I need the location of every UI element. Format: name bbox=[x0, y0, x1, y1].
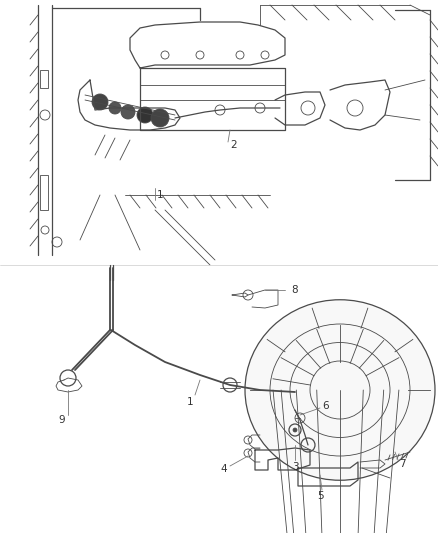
Text: 5: 5 bbox=[317, 491, 323, 501]
Bar bbox=[40, 175, 48, 210]
Circle shape bbox=[109, 102, 121, 114]
Text: 6: 6 bbox=[323, 401, 329, 411]
Circle shape bbox=[92, 94, 108, 110]
Bar bbox=[0, 265, 438, 533]
Text: 1: 1 bbox=[187, 397, 193, 407]
Text: 1: 1 bbox=[157, 190, 163, 200]
Bar bbox=[40, 70, 48, 88]
Text: 3: 3 bbox=[292, 462, 298, 472]
Circle shape bbox=[121, 105, 135, 119]
Text: 7: 7 bbox=[399, 459, 405, 469]
Text: 8: 8 bbox=[292, 285, 298, 295]
Text: 2: 2 bbox=[231, 140, 237, 150]
Text: 4: 4 bbox=[221, 464, 227, 474]
Ellipse shape bbox=[245, 300, 435, 480]
Bar bbox=[0, 0, 438, 265]
Circle shape bbox=[151, 109, 169, 127]
Circle shape bbox=[293, 428, 297, 432]
Circle shape bbox=[137, 107, 153, 123]
Text: 9: 9 bbox=[59, 415, 65, 425]
